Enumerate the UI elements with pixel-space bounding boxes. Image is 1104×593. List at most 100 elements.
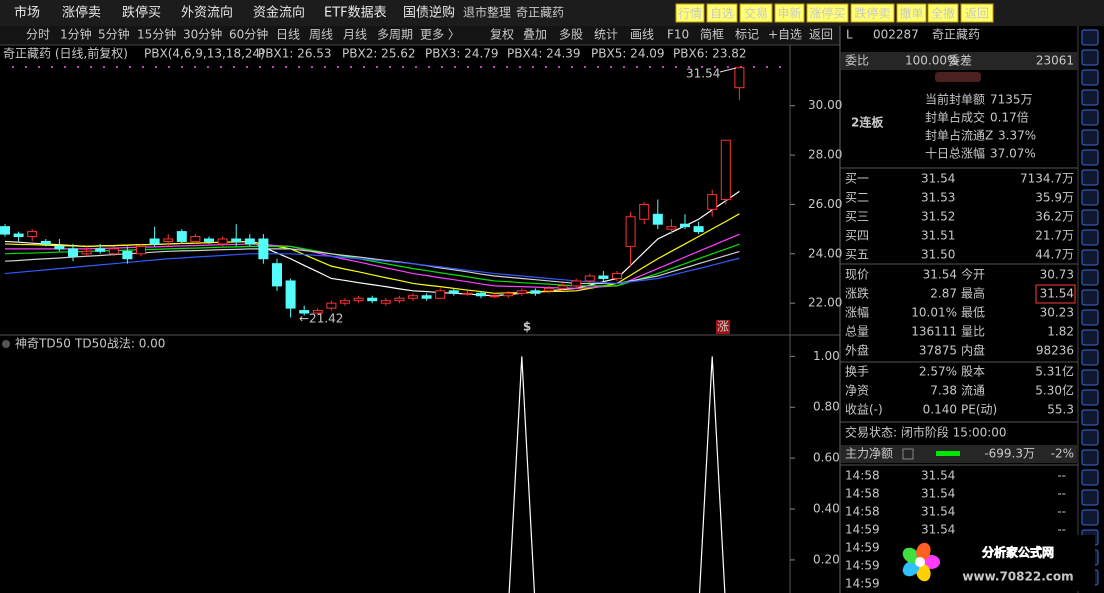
period-tab[interactable]: 1分钟 — [60, 27, 92, 42]
marker-dot — [558, 66, 560, 68]
menu-button[interactable] — [850, 3, 895, 23]
period-tab[interactable]: 更多 〉 — [420, 28, 460, 42]
side-icon[interactable] — [1081, 389, 1099, 406]
side-icon[interactable] — [1081, 89, 1099, 106]
tool-button[interactable]: 多股 — [559, 28, 583, 42]
menu-item[interactable]: 外资流向 — [181, 5, 233, 21]
tool-button[interactable]: 复权 — [490, 28, 514, 42]
tool-button[interactable]: F10 — [667, 28, 689, 42]
menu-button[interactable] — [739, 3, 773, 23]
marker-dot — [480, 66, 482, 68]
marker-dot — [350, 66, 352, 68]
menu-button-label[interactable]: 行情 — [678, 7, 702, 21]
seal-label: 十日总涨幅 — [925, 146, 985, 161]
marker-dot — [116, 66, 118, 68]
menu-alert[interactable]: 奇正藏药 — [516, 6, 564, 20]
bid-volume: 21.7万 — [1035, 229, 1074, 243]
period-tab[interactable]: 月线 — [343, 28, 367, 42]
menu-button-label[interactable]: 全撤 — [931, 6, 955, 21]
side-icon[interactable] — [1081, 169, 1099, 186]
menu-button-label[interactable]: 撤单 — [899, 6, 923, 21]
marker-dot — [428, 66, 430, 68]
flow-icon — [902, 448, 914, 460]
menu-item[interactable]: 涨停卖 — [62, 5, 101, 21]
side-icon[interactable] — [1081, 229, 1099, 246]
side-icon[interactable] — [1081, 289, 1099, 306]
period-tab[interactable]: 5分钟 — [98, 27, 130, 42]
side-icon[interactable] — [1081, 149, 1099, 166]
tool-button[interactable]: 统计 — [594, 28, 618, 42]
menu-button[interactable] — [774, 3, 805, 23]
menu-button-label[interactable]: 跌停卖 — [854, 6, 890, 21]
tool-button[interactable]: 叠加 — [523, 28, 547, 42]
side-icon[interactable] — [1081, 349, 1099, 366]
stat-value: 31.54 — [1040, 287, 1074, 301]
content: 市场 涨停卖 跌停买 外资流向 资金流向 ETF数据表 国债逆购 退市整理 奇正藏药 行情 自选 交易… — [0, 3, 1099, 593]
period-tab[interactable]: 分时 — [26, 28, 50, 42]
side-icon[interactable] — [1081, 209, 1099, 226]
side-icon[interactable] — [1081, 469, 1099, 486]
menu-button[interactable] — [896, 3, 927, 23]
menu-button[interactable] — [927, 3, 959, 23]
marker-dot — [142, 66, 144, 68]
side-icon[interactable] — [1081, 189, 1099, 206]
side-icon[interactable] — [1081, 409, 1099, 426]
tick-time: 14:59 — [845, 577, 880, 591]
period-tab[interactable]: 60分钟 — [229, 27, 268, 42]
period-tab[interactable]: 周线 — [309, 28, 333, 42]
marker-dot — [103, 66, 105, 68]
marker-dot — [636, 66, 638, 68]
side-icon[interactable] — [1081, 329, 1099, 346]
marker-dot — [454, 66, 456, 68]
tool-button[interactable]: 标记 — [735, 28, 759, 42]
marker-dot — [701, 66, 703, 68]
side-icon[interactable] — [1081, 129, 1099, 146]
side-icon[interactable] — [1081, 429, 1099, 446]
y-tick-label: 26.00 — [808, 197, 842, 211]
menu-button-label[interactable]: 返回 — [965, 7, 989, 21]
menu-button[interactable] — [960, 3, 994, 23]
menu-item[interactable]: 国债逆购 — [403, 5, 455, 21]
candle-body — [557, 285, 568, 289]
period-tab[interactable]: 30分钟 — [183, 27, 222, 42]
side-icon[interactable] — [1081, 369, 1099, 386]
menu-button[interactable] — [706, 3, 738, 23]
side-icon[interactable] — [1081, 109, 1099, 126]
tick-time: 14:58 — [845, 505, 880, 519]
marker-dot — [168, 66, 170, 68]
side-icon[interactable] — [1081, 489, 1099, 506]
fund-label: PE(动) — [961, 403, 997, 417]
menu-alert[interactable]: 退市整理 — [463, 5, 511, 20]
menu-button-label[interactable]: 自选 — [710, 7, 734, 21]
row-bg — [841, 52, 1077, 70]
side-icon[interactable] — [1081, 29, 1099, 46]
tool-button[interactable]: +自选 — [768, 28, 802, 42]
marker-dot — [337, 66, 339, 68]
menu-item[interactable]: 跌停买 — [122, 5, 161, 21]
tool-button[interactable]: 画线 — [630, 28, 654, 42]
stock-name: 奇正藏药 — [932, 28, 980, 42]
menu-button-label[interactable]: 涨停买 — [809, 6, 845, 21]
menu-button-label[interactable]: 申新 — [777, 6, 801, 21]
menu-item[interactable]: 资金流向 — [253, 5, 305, 21]
period-tab[interactable]: 日线 — [276, 28, 300, 42]
menu-button[interactable] — [675, 3, 705, 23]
period-tab[interactable]: 多周期 — [377, 28, 413, 42]
menu-button-label[interactable]: 交易 — [744, 6, 768, 21]
side-icon[interactable] — [1081, 49, 1099, 66]
side-icon[interactable] — [1081, 309, 1099, 326]
tool-button[interactable]: 返回 — [809, 28, 833, 42]
marker-dot — [324, 66, 326, 68]
side-icon[interactable] — [1081, 69, 1099, 86]
side-icon[interactable] — [1081, 509, 1099, 526]
menu-item[interactable]: ETF数据表 — [324, 6, 387, 21]
side-icon[interactable] — [1081, 249, 1099, 266]
candle-body — [503, 292, 514, 297]
period-tab[interactable]: 15分钟 — [137, 27, 176, 42]
side-icon[interactable] — [1081, 449, 1099, 466]
menu-button[interactable] — [806, 3, 849, 23]
menu-item[interactable]: 市场 — [14, 5, 40, 21]
tool-button[interactable]: 简框 — [700, 28, 724, 42]
seal-label: 封单占流通Z — [925, 128, 993, 143]
side-icon[interactable] — [1081, 269, 1099, 286]
